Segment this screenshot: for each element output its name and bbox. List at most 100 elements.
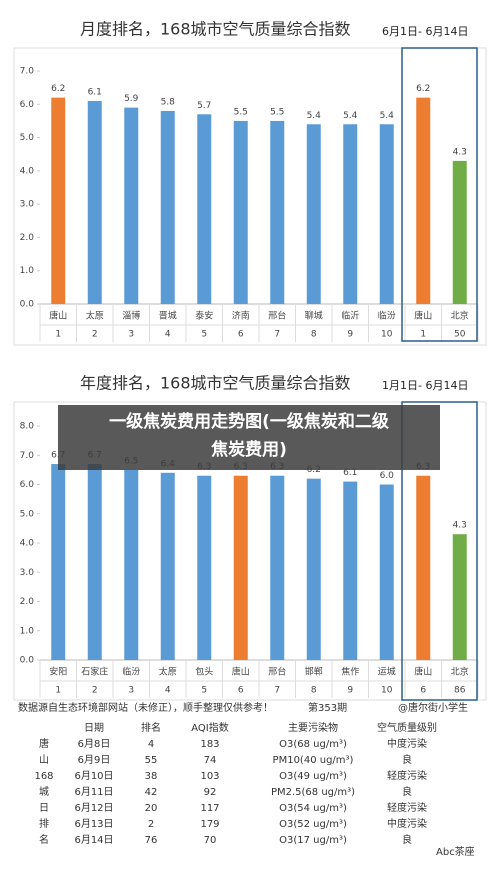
category-label: 太原: [86, 310, 104, 322]
category-label: 太原: [159, 666, 177, 678]
bar: [51, 464, 66, 660]
overlay-box: [58, 405, 440, 470]
table-cell: 6月14日: [74, 834, 113, 846]
value-label: 5.7: [197, 101, 211, 111]
rank-label: 5: [201, 330, 207, 340]
bar: [124, 469, 139, 660]
rank-label: 8: [311, 330, 317, 340]
y-tick-label: 6.0: [20, 480, 35, 490]
bar: [416, 475, 431, 660]
table-cell: 6月13日: [74, 818, 113, 830]
y-tick-label: 1.0: [20, 626, 35, 636]
y-tick-label: 3.0: [20, 200, 35, 210]
highlight-box: [401, 47, 478, 342]
table-cell: 6月10日: [74, 770, 113, 782]
chart-title: 年度排名，168城市空气质量综合指数: [80, 374, 351, 393]
category-label: 临沂: [341, 310, 359, 322]
value-label: 5.5: [270, 107, 284, 117]
table-cell: 4: [148, 739, 154, 750]
rank-label: 3: [128, 686, 134, 696]
bar: [160, 110, 175, 304]
rank-label: 10: [381, 330, 393, 340]
overlay-title: 焦炭费用): [210, 439, 287, 460]
category-label: 邢台: [268, 666, 286, 678]
y-tick-label: 1.0: [20, 266, 35, 276]
y-tick-label: 0.0: [20, 656, 35, 666]
bar: [452, 534, 467, 660]
category-label: 唐山: [49, 310, 67, 322]
bar: [379, 124, 394, 304]
bar: [452, 160, 467, 304]
rank-label: 2: [92, 686, 98, 696]
table-cell: 6月9日: [78, 754, 111, 766]
table-cell: 92: [204, 787, 217, 798]
rank-label: 1: [55, 330, 61, 340]
rank-label: 50: [454, 330, 466, 340]
table-cell: O3(68 ug/m³): [279, 739, 347, 750]
category-label: 石家庄: [81, 666, 108, 678]
table-cell: 中度污染: [387, 817, 427, 830]
value-label: 4.3: [453, 147, 467, 157]
table-cell: 55: [145, 755, 158, 766]
table-side: 城: [39, 786, 49, 798]
bar: [87, 100, 102, 304]
value-label: 5.4: [307, 111, 322, 121]
table-cell: 轻度污染: [387, 769, 427, 782]
overlay-title: 一级焦炭费用走势图(一级焦炭和二级: [109, 411, 389, 432]
value-label: 5.9: [124, 94, 139, 104]
bar: [306, 124, 321, 304]
table-cell: 20: [145, 803, 158, 814]
table-cell: 76: [145, 835, 158, 846]
rank-label: 7: [274, 330, 280, 340]
table-header: 排名: [141, 721, 161, 734]
category-label: 北京: [451, 666, 469, 678]
rank-label: 86: [454, 686, 466, 696]
panel-2: [13, 401, 487, 701]
category-label: 北京: [451, 310, 469, 322]
issue: 第353期: [308, 701, 347, 714]
bar: [87, 464, 102, 660]
rank-label: 9: [347, 686, 353, 696]
rank-label: 6: [238, 330, 244, 340]
category-label: 唐山: [414, 310, 432, 322]
table-cell: 70: [204, 835, 217, 846]
table-cell: PM10(40 ug/m³): [273, 755, 354, 766]
table-cell: O3(54 ug/m³): [279, 803, 347, 814]
table-cell: 38: [145, 771, 158, 782]
y-tick-label: 6.0: [20, 100, 35, 110]
rank-label: 6: [238, 686, 244, 696]
chart-title: 月度排名，168城市空气质量综合指数: [80, 20, 351, 39]
value-label: 6.0: [380, 471, 395, 481]
value-label: 6.1: [343, 468, 357, 478]
table-cell: 2: [148, 819, 154, 830]
chart-subtitle: 6月1日- 6月14日: [382, 25, 468, 38]
bar: [233, 120, 248, 304]
table-cell: 42: [145, 787, 158, 798]
bar: [233, 475, 248, 660]
category-label: 焦作: [341, 666, 359, 678]
table-header: AQI指数: [191, 721, 229, 734]
author: @唐尔街小学生: [398, 701, 468, 714]
rank-label: 2: [92, 330, 98, 340]
bar: [51, 97, 66, 304]
table-cell: 中度污染: [387, 737, 427, 750]
category-label: 邢台: [268, 310, 286, 322]
rank-label: 1: [420, 330, 426, 340]
panel-1: [13, 47, 487, 346]
table-side: 唐: [39, 737, 49, 750]
bar: [197, 114, 212, 305]
rank-label: 8: [311, 686, 317, 696]
table-cell: 6月12日: [74, 802, 113, 814]
table-side: 日: [39, 803, 49, 814]
table-cell: O3(49 ug/m³): [279, 771, 347, 782]
table-cell: 6月8日: [78, 738, 111, 750]
rank-label: 4: [165, 686, 171, 696]
table-cell: PM2.5(68 ug/m³): [271, 787, 355, 798]
table-cell: 183: [200, 739, 219, 750]
category-label: 邯郸: [305, 666, 323, 678]
y-tick-label: 7.0: [20, 67, 35, 77]
y-tick-label: 2.0: [20, 597, 35, 607]
table-cell: 良: [402, 753, 412, 766]
table-side: 名: [39, 833, 49, 846]
